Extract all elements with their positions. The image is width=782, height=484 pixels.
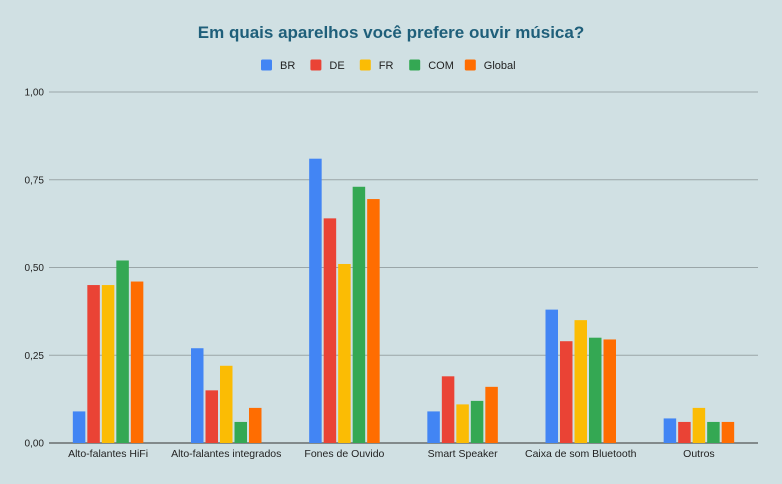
bar-br-3 bbox=[427, 411, 440, 443]
gridlines bbox=[49, 91, 758, 444]
bar-com-1 bbox=[234, 421, 247, 443]
bar-global-4 bbox=[603, 339, 616, 443]
bar-com-2 bbox=[352, 186, 366, 443]
y-tick-label: 0,25 bbox=[25, 351, 45, 362]
bar-com-5 bbox=[707, 421, 720, 443]
legend: BR DE FR COM Global bbox=[261, 59, 516, 72]
bar-global-5 bbox=[721, 421, 735, 443]
bar-fr-1 bbox=[220, 365, 233, 443]
bar-fr-2 bbox=[338, 263, 351, 443]
bar-global-0 bbox=[130, 281, 144, 443]
legend-label-br: BR bbox=[280, 60, 295, 72]
bar-global-2 bbox=[367, 199, 380, 443]
bars bbox=[72, 158, 735, 443]
x-category-label: Alto-falantes integrados bbox=[171, 448, 281, 460]
bar-fr-4 bbox=[574, 320, 587, 443]
bar-fr-5 bbox=[692, 407, 706, 443]
bar-de-1 bbox=[205, 390, 218, 443]
bar-global-3 bbox=[485, 386, 498, 443]
bar-br-5 bbox=[663, 418, 677, 443]
bar-br-1 bbox=[191, 348, 204, 443]
legend-swatch-global bbox=[464, 59, 476, 71]
bar-com-3 bbox=[470, 400, 484, 443]
legend-label-global: Global bbox=[484, 60, 516, 72]
bar-global-1 bbox=[249, 407, 262, 443]
x-category-label: Outros bbox=[683, 448, 715, 460]
y-tick-label: 1,00 bbox=[25, 88, 45, 99]
legend-swatch-de bbox=[310, 59, 322, 71]
y-tick-label: 0,75 bbox=[25, 175, 45, 186]
x-category-label: Alto-falantes HiFi bbox=[68, 448, 148, 460]
legend-label-de: DE bbox=[329, 60, 344, 72]
bar-com-4 bbox=[589, 337, 602, 443]
bar-com-0 bbox=[116, 260, 129, 443]
bar-br-4 bbox=[545, 309, 558, 443]
x-axis: Alto-falantes HiFi Alto-falantes integrad… bbox=[68, 448, 715, 460]
legend-swatch-fr bbox=[359, 59, 371, 71]
bar-de-0 bbox=[87, 285, 100, 443]
bar-de-3 bbox=[441, 376, 455, 443]
bar-fr-3 bbox=[456, 404, 469, 443]
x-category-label: Fones de Ouvido bbox=[304, 448, 384, 460]
bar-de-5 bbox=[678, 421, 691, 443]
legend-label-fr: FR bbox=[379, 60, 394, 72]
bar-de-2 bbox=[323, 218, 337, 443]
legend-swatch-com bbox=[409, 59, 421, 71]
bar-br-2 bbox=[309, 158, 322, 443]
x-category-label: Caixa de som Bluetooth bbox=[525, 448, 637, 460]
chart-title: Em quais aparelhos você prefere ouvir mú… bbox=[198, 23, 584, 42]
y-axis: 0,00 0,25 0,50 0,75 1,00 bbox=[25, 88, 45, 450]
x-category-label: Smart Speaker bbox=[428, 448, 499, 460]
bar-fr-0 bbox=[101, 285, 115, 443]
y-tick-label: 0,00 bbox=[25, 439, 45, 450]
bar-de-4 bbox=[560, 341, 573, 443]
y-tick-label: 0,50 bbox=[25, 263, 45, 274]
legend-label-com: COM bbox=[428, 60, 454, 72]
legend-swatch-br bbox=[261, 59, 272, 71]
bar-br-0 bbox=[72, 411, 86, 443]
